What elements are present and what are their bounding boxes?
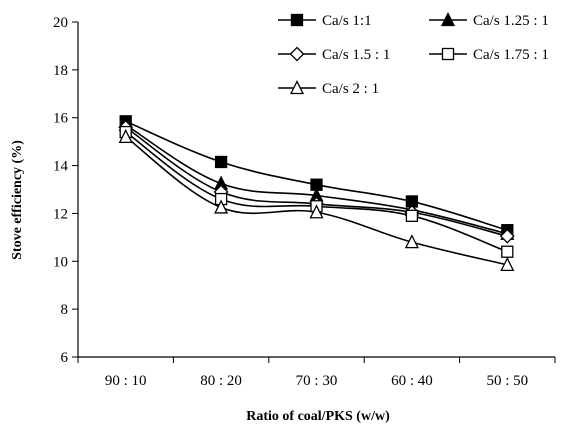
x-axis-title: Ratio of coal/PKS (w/w) — [246, 409, 390, 424]
data-point — [214, 155, 228, 169]
data-point — [500, 256, 515, 272]
legend-marker — [290, 13, 304, 27]
y-tick-label: 14 — [53, 159, 69, 175]
y-axis-title: Stove efficiency (%) — [10, 140, 25, 260]
data-point — [499, 228, 515, 244]
x-tick-label: 90 : 10 — [105, 373, 147, 389]
x-tick-label: 50 : 50 — [486, 373, 528, 389]
y-tick-label: 8 — [61, 302, 69, 318]
ticks-layer: 6 8 10 12 14 16 18 20 90 : 10 80 : 20 70 : 30 60 : … — [53, 15, 556, 389]
data-point — [405, 209, 419, 222]
legend-item: Ca/s 1.5 : 1 — [278, 46, 390, 63]
legend-label: Ca/s 2 : 1 — [322, 81, 379, 97]
legend-marker — [440, 12, 456, 27]
data-point — [404, 234, 419, 249]
x-tick-label: 60 : 40 — [391, 373, 433, 389]
data-point — [118, 128, 133, 144]
legend-item: Ca/s 1.25 : 1 — [429, 12, 549, 29]
legend-item: Ca/s 1.75 : 1 — [429, 47, 549, 63]
legend-label: Ca/s 1:1 — [322, 13, 372, 29]
legend-marker — [289, 80, 305, 95]
y-tick-label: 10 — [53, 254, 68, 270]
series-layer — [118, 115, 515, 272]
y-tick-label: 20 — [53, 15, 68, 31]
legend-label: Ca/s 1.25 : 1 — [473, 13, 549, 29]
y-tick-label: 16 — [53, 111, 69, 127]
data-point — [501, 245, 514, 258]
data-point — [214, 199, 229, 214]
axes-layer — [77, 22, 555, 358]
legend-label: Ca/s 1.5 : 1 — [322, 47, 390, 63]
legend-label: Ca/s 1.75 : 1 — [473, 47, 549, 63]
legend-item: Ca/s 2 : 1 — [278, 80, 379, 97]
y-tick-label: 12 — [53, 206, 68, 222]
series-5 — [118, 128, 515, 272]
legend-marker — [441, 47, 455, 61]
y-tick-label: 18 — [53, 63, 68, 79]
x-tick-label: 70 : 30 — [296, 373, 338, 389]
legend-marker — [289, 46, 305, 62]
y-tick-label: 6 — [61, 350, 69, 366]
data-point — [309, 204, 324, 219]
legend-item: Ca/s 1:1 — [278, 13, 372, 29]
legend: Ca/s 1:1 Ca/s 1.25 : 1 Ca/s 1.5 : 1 Ca/s 1.… — [278, 12, 549, 97]
x-tick-label: 80 : 20 — [200, 373, 242, 389]
